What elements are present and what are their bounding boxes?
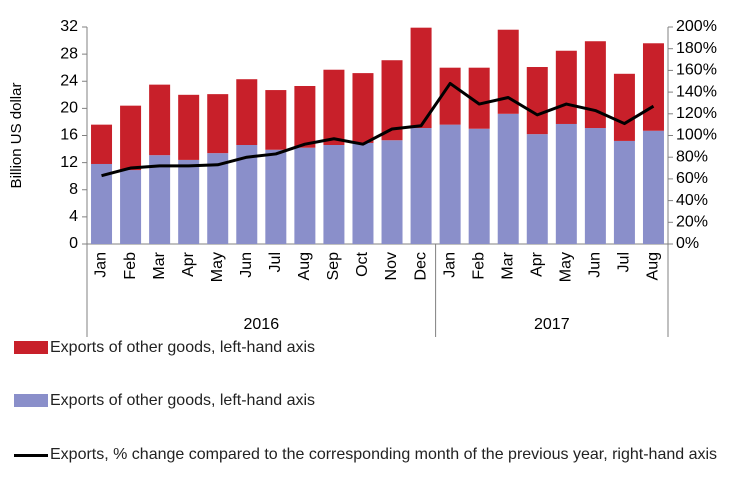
x-tick-label: Jul bbox=[267, 252, 284, 272]
bar bbox=[352, 142, 374, 244]
y2-tick-label: 80% bbox=[676, 148, 708, 165]
bar bbox=[352, 73, 374, 143]
bar bbox=[120, 170, 142, 244]
bar bbox=[584, 41, 606, 129]
x-tick-label: Mar bbox=[151, 251, 168, 279]
y-tick-label: 12 bbox=[60, 154, 78, 171]
bar bbox=[323, 144, 345, 244]
x-tick-label: Aug bbox=[645, 252, 662, 280]
x-tick-label: Sep bbox=[325, 252, 342, 281]
y-axis-label: Billion US dollar bbox=[8, 83, 25, 189]
x-tick-label: Oct bbox=[354, 251, 371, 276]
bar bbox=[410, 128, 432, 244]
bar bbox=[439, 67, 461, 125]
bar bbox=[439, 124, 461, 244]
x-tick-label: Aug bbox=[296, 252, 313, 280]
bar bbox=[294, 85, 316, 148]
legend-swatch bbox=[14, 454, 48, 457]
line bbox=[101, 81, 655, 178]
bar bbox=[642, 130, 664, 244]
bar bbox=[613, 140, 635, 244]
y-tick-label: 28 bbox=[60, 45, 78, 62]
x-tick-label: Dec bbox=[412, 252, 429, 280]
bar bbox=[468, 67, 490, 129]
bar bbox=[497, 113, 519, 244]
y-tick-label: 16 bbox=[60, 127, 78, 144]
y-tick-label: 24 bbox=[60, 72, 78, 89]
bar bbox=[149, 84, 171, 156]
legend-swatch bbox=[14, 341, 48, 354]
legend-label: Exports of other goods, left-hand axis bbox=[50, 392, 316, 409]
x-tick-label: Apr bbox=[528, 251, 545, 277]
bar bbox=[236, 144, 258, 244]
x-tick-label: May bbox=[209, 252, 226, 282]
bar bbox=[323, 69, 345, 145]
x-tick-label: Jun bbox=[238, 252, 255, 278]
x-tick-label: Feb bbox=[122, 252, 139, 280]
bar bbox=[294, 147, 316, 244]
legend-label: Exports of other goods, left-hand axis bbox=[50, 339, 316, 356]
bar bbox=[265, 90, 287, 150]
y-tick-label: 4 bbox=[69, 208, 78, 225]
y2-tick-label: 140% bbox=[676, 83, 717, 100]
x-tick-label: Jun bbox=[587, 252, 604, 278]
bar bbox=[584, 128, 606, 244]
bar bbox=[120, 105, 142, 171]
group-label: 2017 bbox=[534, 316, 570, 333]
bar bbox=[555, 123, 577, 244]
bar bbox=[555, 50, 577, 124]
bar bbox=[207, 94, 229, 154]
y2-tick-label: 20% bbox=[676, 214, 708, 231]
group-label: 2016 bbox=[244, 316, 280, 333]
y2-tick-label: 160% bbox=[676, 62, 717, 79]
y2-tick-label: 180% bbox=[676, 40, 717, 57]
y-tick-label: 0 bbox=[69, 235, 78, 252]
x-tick-label: Jan bbox=[93, 252, 110, 278]
bar bbox=[526, 67, 548, 135]
y-tick-label: 8 bbox=[69, 181, 78, 198]
y-tick-label: 20 bbox=[60, 100, 78, 117]
bar bbox=[265, 149, 287, 244]
bar bbox=[381, 140, 403, 244]
x-tick-label: Feb bbox=[470, 252, 487, 280]
y2-tick-label: 120% bbox=[676, 105, 717, 122]
bar bbox=[613, 73, 635, 141]
bar bbox=[497, 29, 519, 114]
bar bbox=[178, 159, 200, 244]
bar bbox=[236, 79, 258, 145]
x-tick-label: Jul bbox=[616, 252, 633, 272]
bar bbox=[91, 163, 113, 244]
chart: 0 4 8 12 16 20 24 28 32 0% 20% 40% 60% 80% 100% 120% 140… bbox=[8, 18, 717, 337]
x-tick-label: Jan bbox=[441, 252, 458, 278]
y-tick-label: 32 bbox=[60, 18, 78, 35]
y2-tick-label: 40% bbox=[676, 192, 708, 209]
bar bbox=[207, 153, 229, 244]
legend-label: Exports, % change compared to the corres… bbox=[50, 446, 718, 463]
y2-tick-label: 60% bbox=[676, 170, 708, 187]
bar bbox=[468, 128, 490, 244]
x-tick-label: Apr bbox=[180, 251, 197, 277]
bar bbox=[381, 60, 403, 141]
bar bbox=[526, 134, 548, 244]
bar bbox=[91, 124, 113, 164]
y2-tick-label: 100% bbox=[676, 127, 717, 144]
bar bbox=[149, 155, 171, 244]
bar bbox=[642, 43, 664, 131]
bar bbox=[178, 94, 200, 160]
y2-tick-label: 0% bbox=[676, 235, 699, 252]
y2-tick-label: 200% bbox=[676, 18, 717, 35]
x-tick-label: May bbox=[558, 252, 575, 282]
bar bbox=[410, 27, 432, 129]
x-tick-label: Nov bbox=[383, 252, 400, 280]
legend-swatch bbox=[14, 394, 48, 407]
x-tick-label: Mar bbox=[499, 251, 516, 279]
